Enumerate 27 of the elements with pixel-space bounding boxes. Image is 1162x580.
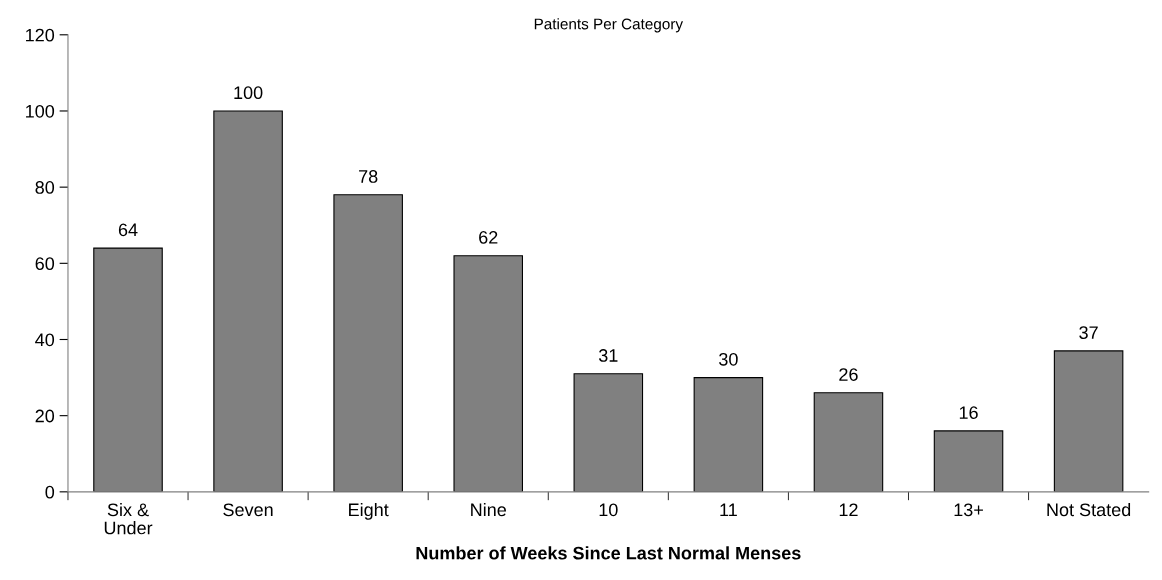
data-label: 16 bbox=[959, 406, 978, 419]
y-tick-label: 20 bbox=[35, 409, 55, 423]
x-axis-title: Number of Weeks Since Last Normal Menses bbox=[416, 546, 801, 560]
data-label: 30 bbox=[719, 352, 738, 366]
x-tick-label: Seven bbox=[223, 503, 273, 517]
data-label: 62 bbox=[479, 231, 498, 244]
x-tick-label: 12 bbox=[839, 503, 858, 517]
data-label: 100 bbox=[234, 86, 263, 100]
chart-title: Patients Per Category bbox=[534, 18, 684, 33]
x-tick-label: 13+ bbox=[954, 503, 983, 517]
y-tick-label: 60 bbox=[35, 257, 55, 271]
data-label: 78 bbox=[359, 170, 378, 183]
y-tick-label: 40 bbox=[35, 333, 55, 347]
y-tick-label: 120 bbox=[26, 28, 55, 42]
x-tick-label: Eight bbox=[349, 502, 389, 520]
data-label: 37 bbox=[1079, 326, 1098, 340]
y-tick-label: 100 bbox=[26, 104, 55, 118]
x-tick-label: Six & Under bbox=[104, 502, 153, 535]
data-label: 31 bbox=[598, 349, 618, 362]
x-tick-label: Not Stated bbox=[1047, 502, 1131, 517]
y-tick-label: 0 bbox=[45, 485, 55, 499]
data-label: 26 bbox=[839, 368, 858, 381]
x-tick-label: 10 bbox=[599, 503, 618, 517]
y-tick-label: 80 bbox=[35, 181, 55, 194]
data-label: 64 bbox=[118, 223, 138, 237]
x-tick-label: 11 bbox=[720, 503, 737, 517]
x-tick-label: Nine bbox=[471, 502, 506, 517]
